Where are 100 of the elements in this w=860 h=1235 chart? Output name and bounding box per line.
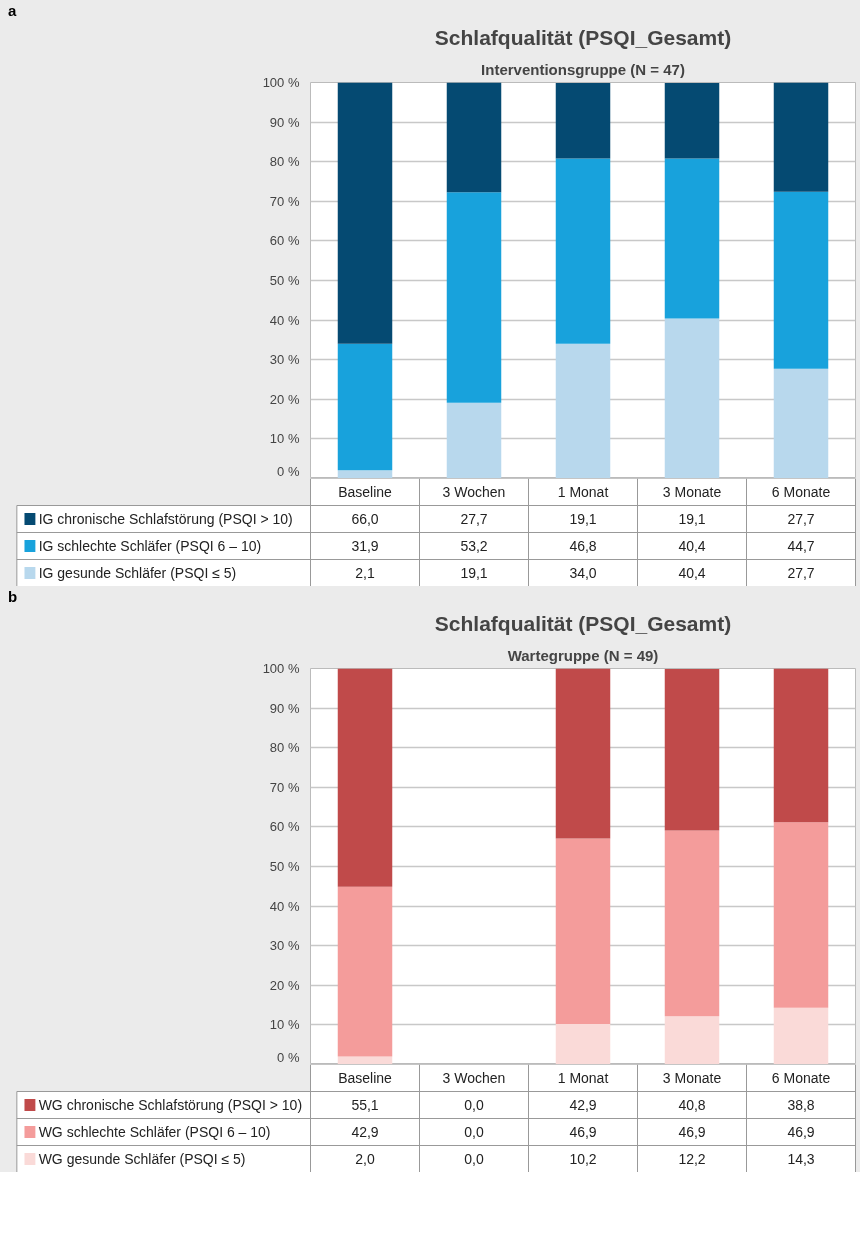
y-tick-label: 100 %: [262, 75, 300, 90]
y-tick-label: 60 %: [269, 819, 300, 835]
data-label: 34,0: [569, 565, 597, 581]
bar: [446, 402, 502, 478]
bar: [773, 668, 829, 823]
bar: [773, 368, 829, 478]
data-label: 27,7: [460, 511, 488, 527]
y-tick-label: 90 %: [269, 700, 300, 716]
y-tick-label: 30 %: [269, 938, 300, 954]
data-label: 10,2: [569, 1151, 597, 1167]
data-label: 0,0: [464, 1097, 484, 1113]
data-label: 2,0: [355, 1151, 375, 1167]
y-tick-label: 70 %: [269, 193, 300, 209]
bar: [664, 830, 720, 1017]
y-tick-label: 80 %: [269, 740, 300, 756]
bar: [337, 1056, 393, 1064]
bar: [337, 82, 393, 344]
y-tick-label: 100 %: [262, 661, 300, 676]
data-label: 19,1: [678, 511, 706, 527]
data-label: 46,8: [569, 538, 597, 554]
y-tick-label: 70 %: [269, 779, 300, 795]
data-label: 46,9: [569, 1124, 597, 1140]
chart-title: Schlafqualität (PSQI_Gesamt): [434, 25, 732, 49]
data-label: 2,1: [355, 565, 375, 581]
data-label: 12,2: [678, 1151, 706, 1167]
data-label: 19,1: [569, 511, 597, 527]
legend-label: WG chronische Schlafstörung (PSQI > 10): [38, 1097, 303, 1113]
y-tick-label: 90 %: [269, 114, 300, 130]
y-tick-label: 60 %: [269, 233, 300, 249]
y-tick-label: 80 %: [269, 154, 300, 170]
data-label: 40,8: [678, 1097, 706, 1113]
legend-label: IG chronische Schlafstörung (PSQI > 10): [38, 511, 293, 527]
data-label: 27,7: [787, 511, 815, 527]
text: a: [8, 1, 17, 21]
x-tick-label: 6 Monate: [771, 484, 831, 500]
y-tick-label: 20 %: [269, 977, 300, 993]
y-tick-label: 0 %: [277, 1049, 300, 1065]
bar: [337, 668, 393, 887]
x-tick-label: Baseline: [338, 1070, 393, 1086]
bar: [664, 158, 720, 319]
bar: [446, 82, 502, 193]
data-label: 38,8: [787, 1097, 815, 1113]
bar: [337, 886, 393, 1057]
chart-subtitle: Wartegruppe (N = 49): [507, 646, 659, 664]
data-label: 0,0: [464, 1151, 484, 1167]
x-tick-label: 1 Monat: [557, 1070, 609, 1086]
data-label: 46,9: [787, 1124, 815, 1140]
bar: [664, 1016, 720, 1064]
y-tick-label: 0 %: [277, 463, 300, 479]
bar: [337, 343, 393, 471]
bar: [446, 192, 502, 403]
data-label: 0,0: [464, 1124, 484, 1140]
bar: [664, 82, 720, 159]
bar: [555, 343, 611, 478]
x-tick-label: 3 Monate: [662, 1070, 722, 1086]
y-tick-label: 40 %: [269, 312, 300, 328]
data-label: 42,9: [569, 1097, 597, 1113]
data-label: 19,1: [460, 565, 488, 581]
bar: [337, 470, 393, 478]
legend-label: IG schlechte Schläfer (PSQI 6 – 10): [38, 538, 262, 554]
bar: [555, 838, 611, 1025]
data-label: 42,9: [351, 1124, 379, 1140]
data-label: 44,7: [787, 538, 815, 554]
data-label: 40,4: [678, 565, 706, 581]
y-tick-label: 10 %: [269, 431, 300, 447]
x-tick-label: 3 Monate: [662, 484, 722, 500]
bar: [664, 668, 720, 831]
chart-title: Schlafqualität (PSQI_Gesamt): [434, 611, 732, 635]
bar: [664, 318, 720, 478]
text: b: [8, 587, 18, 607]
data-label: 27,7: [787, 565, 815, 581]
bar: [773, 822, 829, 1008]
data-label: 40,4: [678, 538, 706, 554]
x-tick-label: 3 Wochen: [442, 484, 506, 500]
data-label: 46,9: [678, 1124, 706, 1140]
bar: [773, 191, 829, 369]
data-label: 55,1: [351, 1097, 379, 1113]
y-tick-label: 20 %: [269, 391, 300, 407]
bar: [555, 82, 611, 159]
legend-label: WG gesunde Schläfer (PSQI ≤ 5): [38, 1151, 246, 1167]
bar: [555, 668, 611, 839]
y-tick-label: 50 %: [269, 859, 300, 874]
data-label: 31,9: [351, 538, 379, 554]
y-tick-label: 10 %: [269, 1017, 300, 1033]
legend-label: IG gesunde Schläfer (PSQI ≤ 5): [38, 565, 237, 581]
x-tick-label: 6 Monate: [771, 1070, 831, 1086]
bar: [773, 82, 829, 192]
y-tick-label: 50 %: [269, 273, 300, 288]
x-tick-label: 1 Monat: [557, 484, 609, 500]
chart-subtitle: Interventionsgruppe (N = 47): [481, 60, 685, 78]
data-label: 14,3: [787, 1151, 815, 1167]
data-label: 66,0: [351, 511, 379, 527]
y-tick-label: 30 %: [269, 352, 300, 368]
y-tick-label: 40 %: [269, 898, 300, 914]
bar: [555, 1024, 611, 1064]
bar: [555, 158, 611, 344]
x-tick-label: Baseline: [338, 484, 393, 500]
data-label: 53,2: [460, 538, 488, 554]
x-tick-label: 3 Wochen: [442, 1070, 506, 1086]
legend-label: WG schlechte Schläfer (PSQI 6 – 10): [38, 1124, 271, 1140]
